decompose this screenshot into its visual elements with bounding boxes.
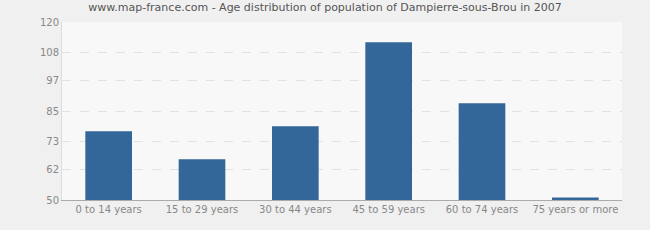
svg-text:120: 120 <box>40 17 59 28</box>
svg-text:45 to 59 years: 45 to 59 years <box>352 204 425 215</box>
svg-text:60 to 74 years: 60 to 74 years <box>446 204 519 215</box>
svg-text:www.map-france.com - Age distr: www.map-france.com - Age distribution of… <box>88 1 561 14</box>
svg-text:75 years or more: 75 years or more <box>532 204 618 215</box>
svg-text:0 to 14 years: 0 to 14 years <box>76 204 142 215</box>
svg-text:62: 62 <box>46 164 59 175</box>
svg-text:108: 108 <box>40 47 59 58</box>
svg-text:50: 50 <box>46 195 59 206</box>
svg-text:85: 85 <box>46 106 59 117</box>
svg-text:73: 73 <box>46 136 59 147</box>
svg-text:97: 97 <box>46 75 59 86</box>
svg-text:15 to 29 years: 15 to 29 years <box>166 204 239 215</box>
svg-text:30 to 44 years: 30 to 44 years <box>259 204 332 215</box>
